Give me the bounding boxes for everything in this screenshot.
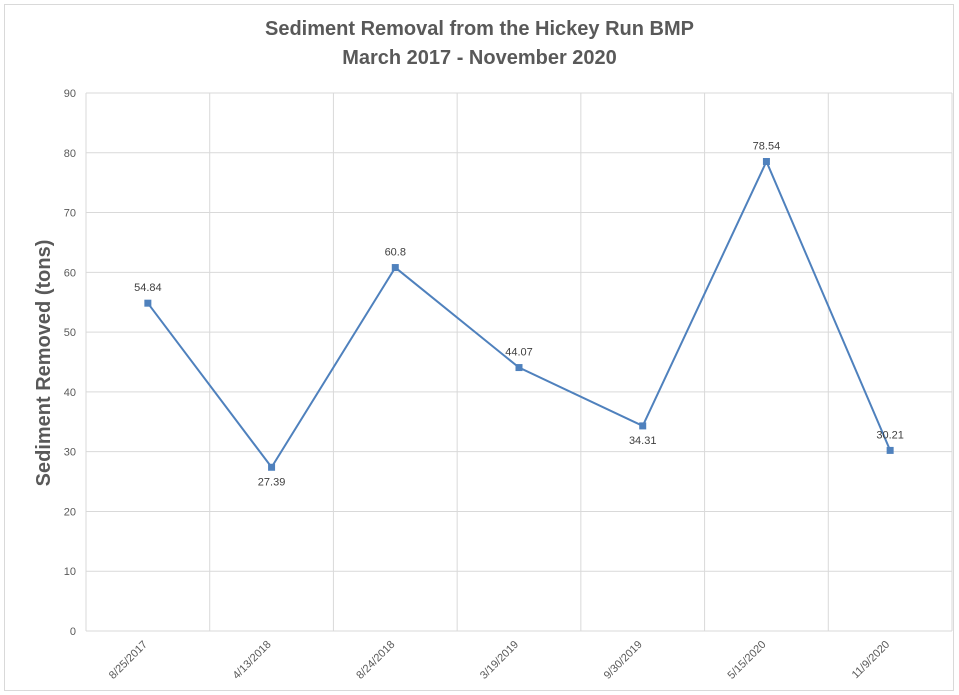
- x-tick-label: 8/25/2017: [107, 639, 150, 682]
- data-point-marker: [144, 299, 152, 307]
- data-point-marker: [762, 158, 770, 166]
- y-tick-label: 70: [64, 208, 76, 220]
- gridlines: [85, 92, 953, 632]
- x-tick-label: 11/9/2020: [850, 639, 893, 682]
- y-tick-label: 50: [64, 327, 76, 339]
- y-tick-label: 90: [64, 88, 76, 100]
- data-series: [144, 158, 894, 471]
- data-label: 44.07: [505, 347, 533, 359]
- series-line: [147, 159, 892, 470]
- data-point-marker: [515, 364, 523, 372]
- data-label: 78.54: [753, 141, 781, 153]
- y-tick-label: 60: [64, 267, 76, 279]
- y-tick-label: 30: [64, 447, 76, 459]
- y-axis-ticks: 0 10 20 30 40 50 60 70 80 90: [64, 88, 76, 638]
- x-tick-label: 9/30/2019: [602, 639, 645, 682]
- x-axis-ticks: 8/25/2017 4/13/2018 8/24/2018 3/19/2019 9/30…: [107, 639, 892, 682]
- data-label: 60.8: [385, 247, 406, 259]
- data-point-marker: [639, 422, 647, 430]
- data-label: 34.31: [629, 435, 657, 447]
- chart-title: Sediment Removal from the Hickey Run BMP: [265, 18, 694, 40]
- data-label: 54.84: [134, 282, 162, 294]
- y-tick-label: 80: [64, 148, 76, 160]
- y-tick-label: 20: [64, 506, 76, 518]
- x-tick-label: 5/15/2020: [725, 639, 768, 682]
- data-label: 27.39: [258, 476, 286, 488]
- data-labels: 54.84 27.39 60.8 44.07 34.31 78.54 30.21: [134, 141, 904, 489]
- chart-subtitle: March 2017 - November 2020: [342, 47, 617, 69]
- chart-area: [4, 4, 954, 691]
- y-tick-label: 0: [70, 626, 76, 638]
- data-point-marker: [391, 264, 399, 272]
- y-tick-label: 40: [64, 387, 76, 399]
- x-tick-label: 3/19/2019: [478, 639, 521, 682]
- y-axis-label: Sediment Removed (tons): [33, 240, 55, 487]
- x-tick-label: 4/13/2018: [231, 639, 274, 682]
- data-point-marker: [268, 463, 276, 471]
- x-tick-label: 8/24/2018: [354, 639, 397, 682]
- data-point-marker: [886, 446, 894, 454]
- data-label: 30.21: [876, 429, 904, 441]
- y-tick-label: 10: [64, 566, 76, 578]
